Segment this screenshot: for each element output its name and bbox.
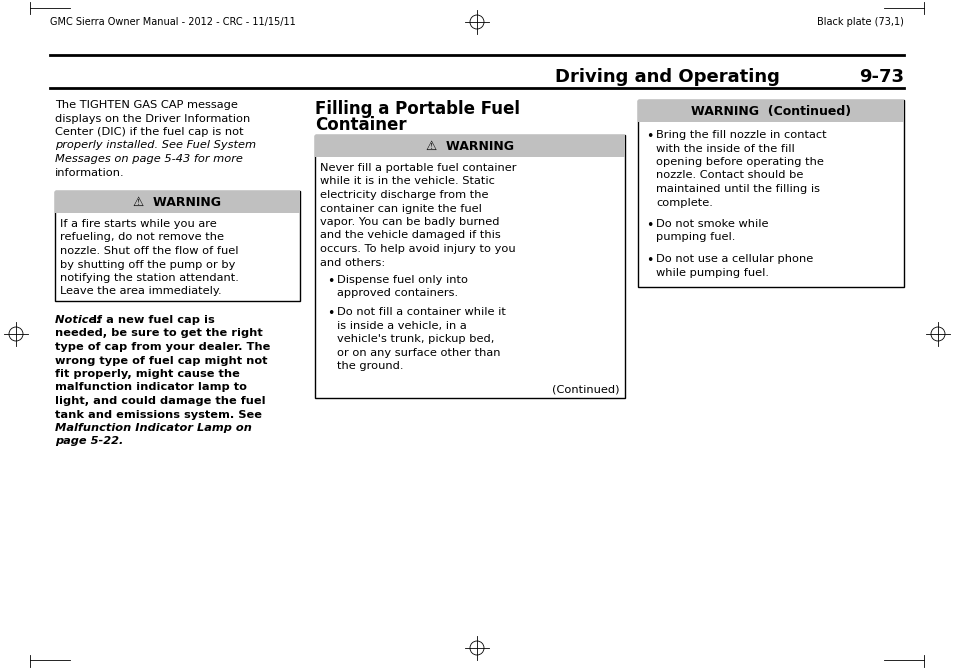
Text: page 5-22.: page 5-22.: [55, 436, 123, 446]
Text: properly installed. See Fuel System: properly installed. See Fuel System: [55, 140, 255, 150]
Text: (Continued): (Continued): [552, 385, 619, 395]
Text: needed, be sure to get the right: needed, be sure to get the right: [55, 329, 262, 339]
Text: If a new fuel cap is: If a new fuel cap is: [92, 315, 214, 325]
Bar: [638, 100, 903, 122]
Text: Messages on page 5-43 for more: Messages on page 5-43 for more: [55, 154, 243, 164]
Text: while pumping fuel.: while pumping fuel.: [656, 267, 768, 277]
Text: Malfunction Indicator Lamp on: Malfunction Indicator Lamp on: [55, 423, 252, 433]
Text: is inside a vehicle, in a: is inside a vehicle, in a: [336, 321, 466, 331]
Text: Driving and Operating: Driving and Operating: [555, 68, 780, 86]
Text: and the vehicle damaged if this: and the vehicle damaged if this: [319, 230, 500, 240]
Bar: [55, 191, 299, 301]
Text: electricity discharge from the: electricity discharge from the: [319, 190, 488, 200]
Text: The TIGHTEN GAS CAP message: The TIGHTEN GAS CAP message: [55, 100, 237, 110]
Text: wrong type of fuel cap might not: wrong type of fuel cap might not: [55, 355, 267, 365]
Text: malfunction indicator lamp to: malfunction indicator lamp to: [55, 383, 247, 393]
Text: Black plate (73,1): Black plate (73,1): [817, 17, 903, 27]
Text: fit properly, might cause the: fit properly, might cause the: [55, 369, 239, 379]
Text: GMC Sierra Owner Manual - 2012 - CRC - 11/15/11: GMC Sierra Owner Manual - 2012 - CRC - 1…: [50, 17, 295, 27]
Text: opening before operating the: opening before operating the: [656, 157, 823, 167]
Text: container can ignite the fuel: container can ignite the fuel: [319, 204, 481, 214]
Text: complete.: complete.: [656, 198, 712, 208]
Text: light, and could damage the fuel: light, and could damage the fuel: [55, 396, 265, 406]
Text: WARNING  (Continued): WARNING (Continued): [690, 104, 850, 118]
Bar: [314, 135, 624, 397]
Text: the ground.: the ground.: [336, 361, 403, 371]
Text: •: •: [645, 130, 653, 143]
Text: maintained until the filling is: maintained until the filling is: [656, 184, 820, 194]
Text: •: •: [327, 275, 334, 288]
Text: •: •: [327, 307, 334, 320]
Bar: [638, 100, 903, 287]
Text: If a fire starts while you are: If a fire starts while you are: [60, 219, 216, 229]
Text: Bring the fill nozzle in contact: Bring the fill nozzle in contact: [656, 130, 825, 140]
Text: displays on the Driver Information: displays on the Driver Information: [55, 114, 250, 124]
Text: vapor. You can be badly burned: vapor. You can be badly burned: [319, 217, 499, 227]
Text: tank and emissions system. See: tank and emissions system. See: [55, 409, 262, 420]
Text: Filling a Portable Fuel: Filling a Portable Fuel: [314, 100, 519, 118]
Text: while it is in the vehicle. Static: while it is in the vehicle. Static: [319, 176, 495, 186]
Text: nozzle. Shut off the flow of fuel: nozzle. Shut off the flow of fuel: [60, 246, 238, 256]
Text: Dispense fuel only into: Dispense fuel only into: [336, 275, 468, 285]
Text: and others:: and others:: [319, 257, 385, 267]
Text: Notice:: Notice:: [55, 315, 109, 325]
Text: •: •: [645, 254, 653, 267]
Bar: [314, 135, 624, 157]
Text: Do not fill a container while it: Do not fill a container while it: [336, 307, 505, 317]
Text: approved containers.: approved containers.: [336, 289, 457, 299]
Text: refueling, do not remove the: refueling, do not remove the: [60, 232, 224, 242]
Text: with the inside of the fill: with the inside of the fill: [656, 144, 794, 154]
Bar: [55, 191, 299, 213]
Text: •: •: [645, 219, 653, 232]
Text: ⚠  WARNING: ⚠ WARNING: [133, 196, 221, 208]
Text: Do not smoke while: Do not smoke while: [656, 219, 768, 229]
Text: or on any surface other than: or on any surface other than: [336, 347, 500, 357]
Text: information.: information.: [55, 168, 125, 178]
Text: by shutting off the pump or by: by shutting off the pump or by: [60, 259, 235, 269]
Text: Do not use a cellular phone: Do not use a cellular phone: [656, 254, 812, 264]
Text: Center (DIC) if the fuel cap is not: Center (DIC) if the fuel cap is not: [55, 127, 243, 137]
Text: Container: Container: [314, 116, 406, 134]
Text: ⚠  WARNING: ⚠ WARNING: [426, 140, 514, 152]
Text: vehicle's trunk, pickup bed,: vehicle's trunk, pickup bed,: [336, 334, 494, 344]
Text: pumping fuel.: pumping fuel.: [656, 232, 735, 242]
Text: nozzle. Contact should be: nozzle. Contact should be: [656, 170, 802, 180]
Text: 9-73: 9-73: [858, 68, 903, 86]
Text: Never fill a portable fuel container: Never fill a portable fuel container: [319, 163, 516, 173]
Text: notifying the station attendant.: notifying the station attendant.: [60, 273, 238, 283]
Text: Leave the area immediately.: Leave the area immediately.: [60, 287, 221, 297]
Text: occurs. To help avoid injury to you: occurs. To help avoid injury to you: [319, 244, 515, 254]
Text: type of cap from your dealer. The: type of cap from your dealer. The: [55, 342, 270, 352]
